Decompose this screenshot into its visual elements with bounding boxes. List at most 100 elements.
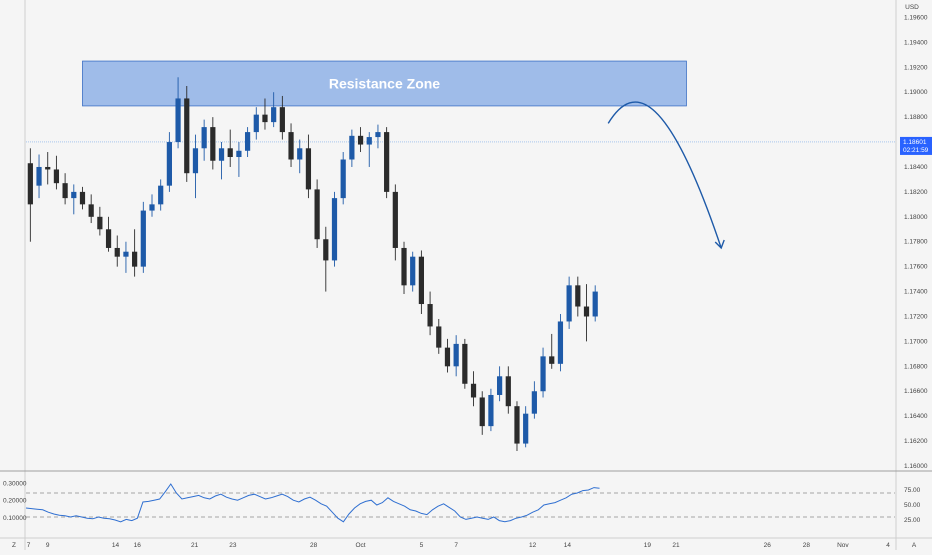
osc-series-line[interactable] <box>25 483 600 523</box>
candle[interactable] <box>297 139 303 174</box>
candle[interactable] <box>271 92 277 128</box>
projection-curve[interactable] <box>607 101 722 249</box>
candle[interactable] <box>132 229 138 277</box>
candle[interactable] <box>375 124 381 149</box>
resistance-zone-box[interactable] <box>82 60 687 107</box>
candle[interactable] <box>192 134 199 199</box>
candle[interactable] <box>45 152 51 185</box>
candle[interactable] <box>53 155 60 190</box>
candle[interactable] <box>514 401 520 452</box>
candle[interactable] <box>175 77 181 149</box>
price-tick-label: 1.16200 <box>904 438 928 445</box>
candle[interactable] <box>288 123 294 167</box>
candle[interactable] <box>470 371 477 407</box>
candle[interactable] <box>279 95 285 140</box>
candle-body <box>583 306 590 317</box>
candle-body <box>479 397 485 427</box>
candle[interactable] <box>114 235 120 267</box>
candle[interactable] <box>340 152 346 205</box>
candle[interactable] <box>549 333 555 369</box>
candle-body <box>166 142 172 186</box>
time-tick-label: 19 <box>644 542 652 549</box>
candle-body <box>462 343 468 384</box>
candle-body <box>158 185 164 205</box>
candle[interactable] <box>427 291 433 336</box>
candle[interactable] <box>166 132 172 192</box>
candle-body <box>27 163 33 205</box>
candle[interactable] <box>384 127 390 199</box>
candle[interactable] <box>488 388 494 432</box>
candle[interactable] <box>557 313 564 372</box>
candle[interactable] <box>444 338 451 373</box>
candle-body <box>62 183 68 199</box>
candle[interactable] <box>496 366 503 402</box>
candle[interactable] <box>218 142 225 180</box>
candle[interactable] <box>236 142 242 177</box>
candle[interactable] <box>305 134 312 199</box>
candle[interactable] <box>79 186 86 210</box>
candle[interactable] <box>149 194 155 217</box>
candle[interactable] <box>27 148 33 242</box>
countdown-value: 02:21:59 <box>903 147 929 154</box>
candle[interactable] <box>184 85 190 182</box>
candle-body <box>149 204 155 211</box>
candle-body <box>331 198 338 261</box>
candle[interactable] <box>314 179 320 248</box>
candle[interactable] <box>401 241 407 295</box>
candle-body <box>340 159 346 199</box>
time-tick-label: 14 <box>564 542 572 549</box>
candle[interactable] <box>479 391 485 435</box>
candle[interactable] <box>453 335 459 377</box>
candle[interactable] <box>88 194 94 224</box>
candle[interactable] <box>123 241 129 273</box>
candle[interactable] <box>323 226 329 292</box>
candle-body <box>575 285 581 307</box>
candle[interactable] <box>97 206 103 236</box>
candle[interactable] <box>575 276 581 317</box>
candle[interactable] <box>418 250 425 314</box>
candle[interactable] <box>201 119 207 161</box>
time-tick-label: 7 <box>27 542 31 549</box>
candle[interactable] <box>331 191 338 267</box>
candle[interactable] <box>523 406 529 448</box>
candle[interactable] <box>210 117 216 170</box>
last-price-badge <box>900 136 932 155</box>
candle-body <box>114 247 120 257</box>
candle[interactable] <box>253 107 259 140</box>
candle[interactable] <box>140 201 146 273</box>
candle-body <box>192 148 199 174</box>
candle[interactable] <box>244 127 251 158</box>
candle-body <box>531 391 537 414</box>
candle[interactable] <box>227 129 233 167</box>
projection-arrowhead <box>714 239 725 250</box>
candle[interactable] <box>436 318 442 354</box>
price-tick-label: 1.16400 <box>904 413 928 420</box>
candle[interactable] <box>262 98 268 130</box>
candle-body <box>410 256 416 286</box>
candle-body <box>45 166 51 170</box>
candle-body <box>36 166 42 186</box>
candle[interactable] <box>592 285 598 322</box>
candle[interactable] <box>505 366 511 414</box>
candle[interactable] <box>349 129 355 167</box>
candle[interactable] <box>566 276 572 329</box>
candle[interactable] <box>540 347 546 398</box>
candle[interactable] <box>105 216 112 252</box>
candle[interactable] <box>366 132 372 167</box>
candle[interactable] <box>62 173 68 205</box>
candle[interactable] <box>462 338 468 389</box>
candle-body <box>514 406 520 444</box>
candle[interactable] <box>531 381 537 419</box>
candle[interactable] <box>357 127 364 153</box>
candle[interactable] <box>158 179 164 211</box>
candle-body <box>523 413 529 444</box>
candle[interactable] <box>71 184 77 215</box>
candle[interactable] <box>392 184 398 261</box>
candle[interactable] <box>583 284 590 342</box>
candle[interactable] <box>36 154 42 199</box>
time-tick-label: Oct <box>356 542 366 549</box>
candle-body <box>505 376 511 407</box>
candle[interactable] <box>410 251 416 292</box>
